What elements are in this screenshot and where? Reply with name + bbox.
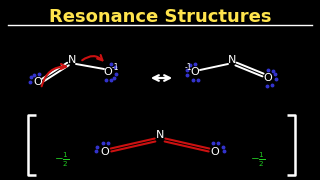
Text: N: N (68, 55, 76, 65)
Text: $-\mathregular{\frac{1}{2}}$: $-\mathregular{\frac{1}{2}}$ (54, 151, 70, 169)
Text: Resonance Structures: Resonance Structures (49, 8, 271, 26)
Text: O: O (191, 67, 199, 77)
Text: N: N (228, 55, 236, 65)
Text: $-\mathregular{\frac{1}{2}}$: $-\mathregular{\frac{1}{2}}$ (250, 151, 266, 169)
Text: O: O (211, 147, 220, 157)
Text: O: O (100, 147, 109, 157)
Text: O: O (264, 73, 272, 83)
Text: -1: -1 (184, 62, 192, 71)
Text: N: N (156, 130, 164, 140)
Text: O: O (34, 77, 42, 87)
Text: O: O (104, 67, 112, 77)
Text: -1: -1 (111, 62, 119, 71)
